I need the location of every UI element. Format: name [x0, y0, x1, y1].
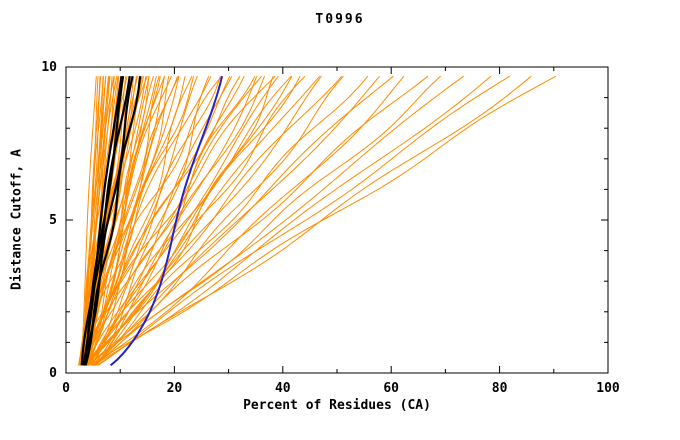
curve-predictions — [92, 75, 492, 366]
curve-predictions — [88, 75, 193, 366]
curve-predictions — [96, 75, 532, 366]
curve-predictions — [85, 75, 321, 366]
curve-predictions — [87, 76, 180, 366]
curve-predictions — [91, 75, 405, 366]
curve-predictions — [91, 75, 245, 366]
curve-predictions — [88, 75, 301, 366]
curve-predictions — [86, 75, 344, 366]
curve-predictions — [90, 75, 292, 366]
x-tick-label: 80 — [492, 381, 508, 396]
curve-predictions — [85, 75, 394, 366]
curve-predictions — [78, 75, 223, 366]
curve-predictions — [85, 75, 293, 366]
curve-predictions — [82, 76, 115, 366]
curve-predictions — [84, 75, 276, 366]
curve-predictions — [92, 75, 210, 366]
curve-highlighted-model — [109, 75, 224, 367]
y-tick-label: 0 — [49, 366, 57, 381]
x-tick-label: 60 — [383, 381, 399, 396]
curve-predictions — [87, 75, 464, 366]
curve-predictions — [80, 75, 241, 366]
curve-predictions — [84, 75, 279, 366]
curve-predictions — [80, 76, 107, 366]
curve-predictions — [83, 76, 198, 366]
curve-predictions — [95, 76, 258, 366]
y-tick-label: 10 — [41, 60, 57, 75]
curve-predictions — [97, 75, 510, 366]
x-tick-label: 0 — [62, 381, 70, 396]
curve-predictions — [93, 75, 380, 366]
curve-predictions — [87, 75, 343, 366]
curve-predictions — [95, 76, 274, 366]
x-axis-label: Percent of Residues (CA) — [243, 398, 431, 413]
chart-title: T0996 — [315, 12, 365, 27]
curve-predictions — [81, 76, 97, 366]
curve-predictions — [92, 75, 369, 366]
curve-predictions — [82, 75, 262, 366]
curve-reference-models — [82, 76, 123, 366]
curve-reference-models — [84, 76, 142, 366]
x-tick-label: 100 — [596, 381, 620, 396]
curve-reference-models — [80, 76, 131, 366]
curve-predictions — [88, 75, 557, 366]
curve-predictions — [85, 75, 256, 366]
y-tick-label: 5 — [49, 213, 57, 228]
x-tick-label: 20 — [167, 381, 183, 396]
x-tick-label: 40 — [275, 381, 291, 396]
